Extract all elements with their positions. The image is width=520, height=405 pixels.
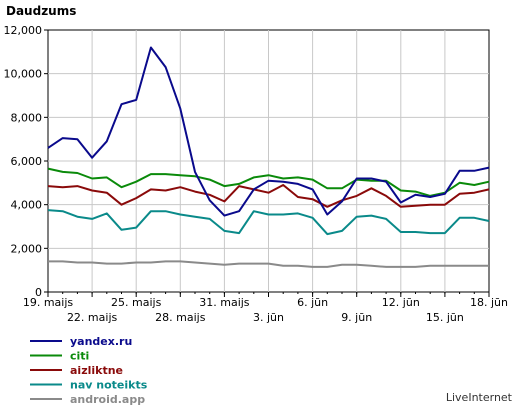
chart-title: Daudzums: [6, 4, 76, 18]
x-tick-label: 22. maijs: [67, 311, 118, 324]
x-axis: 19. maijs 25. maijs 31. maijs 6. jūn 12. jūn…: [23, 292, 508, 324]
legend-entry: citi: [70, 350, 89, 363]
series-line-yandex-ru: [47, 46, 490, 217]
series-line-nav-noteikts: [47, 209, 490, 236]
y-tick-label: 12,000: [4, 24, 43, 37]
legend-entry: yandex.ru: [70, 335, 132, 348]
series-lines: [47, 46, 490, 268]
x-tick-label: 12. jūn: [382, 296, 420, 309]
y-tick-label: 10,000: [4, 68, 43, 81]
footer-brand: LiveInternet: [446, 391, 513, 404]
y-tick-label: 8,000: [11, 111, 43, 124]
x-tick-label: 3. jūn: [253, 311, 284, 324]
x-tick-label: 28. maijs: [155, 311, 206, 324]
x-tick-label: 19. maijs: [23, 296, 74, 309]
legend-entry: nav noteikts: [70, 379, 148, 392]
y-tick-label: 6,000: [11, 155, 43, 168]
y-axis: 0 2,000 4,000 6,000 8,000 10,000 12,000: [4, 24, 48, 299]
x-tick-label: 9. jūn: [341, 311, 372, 324]
y-tick-label: 4,000: [11, 199, 43, 212]
x-tick-label: 6. jūn: [297, 296, 328, 309]
series-line-citi: [47, 167, 490, 197]
x-tick-label: 18. jūn: [470, 296, 508, 309]
legend-entry: android.app: [70, 393, 145, 405]
series-line-android-app: [48, 260, 489, 268]
x-tick-label: 31. maijs: [199, 296, 250, 309]
y-tick-label: 2,000: [11, 242, 43, 255]
x-tick-label: 15. jūn: [426, 311, 464, 324]
legend-entry: aizliktne: [70, 364, 123, 377]
y-tick-label: 0: [35, 286, 42, 299]
x-tick-label: 25. maijs: [111, 296, 162, 309]
series-line-aizliktne: [47, 184, 490, 208]
